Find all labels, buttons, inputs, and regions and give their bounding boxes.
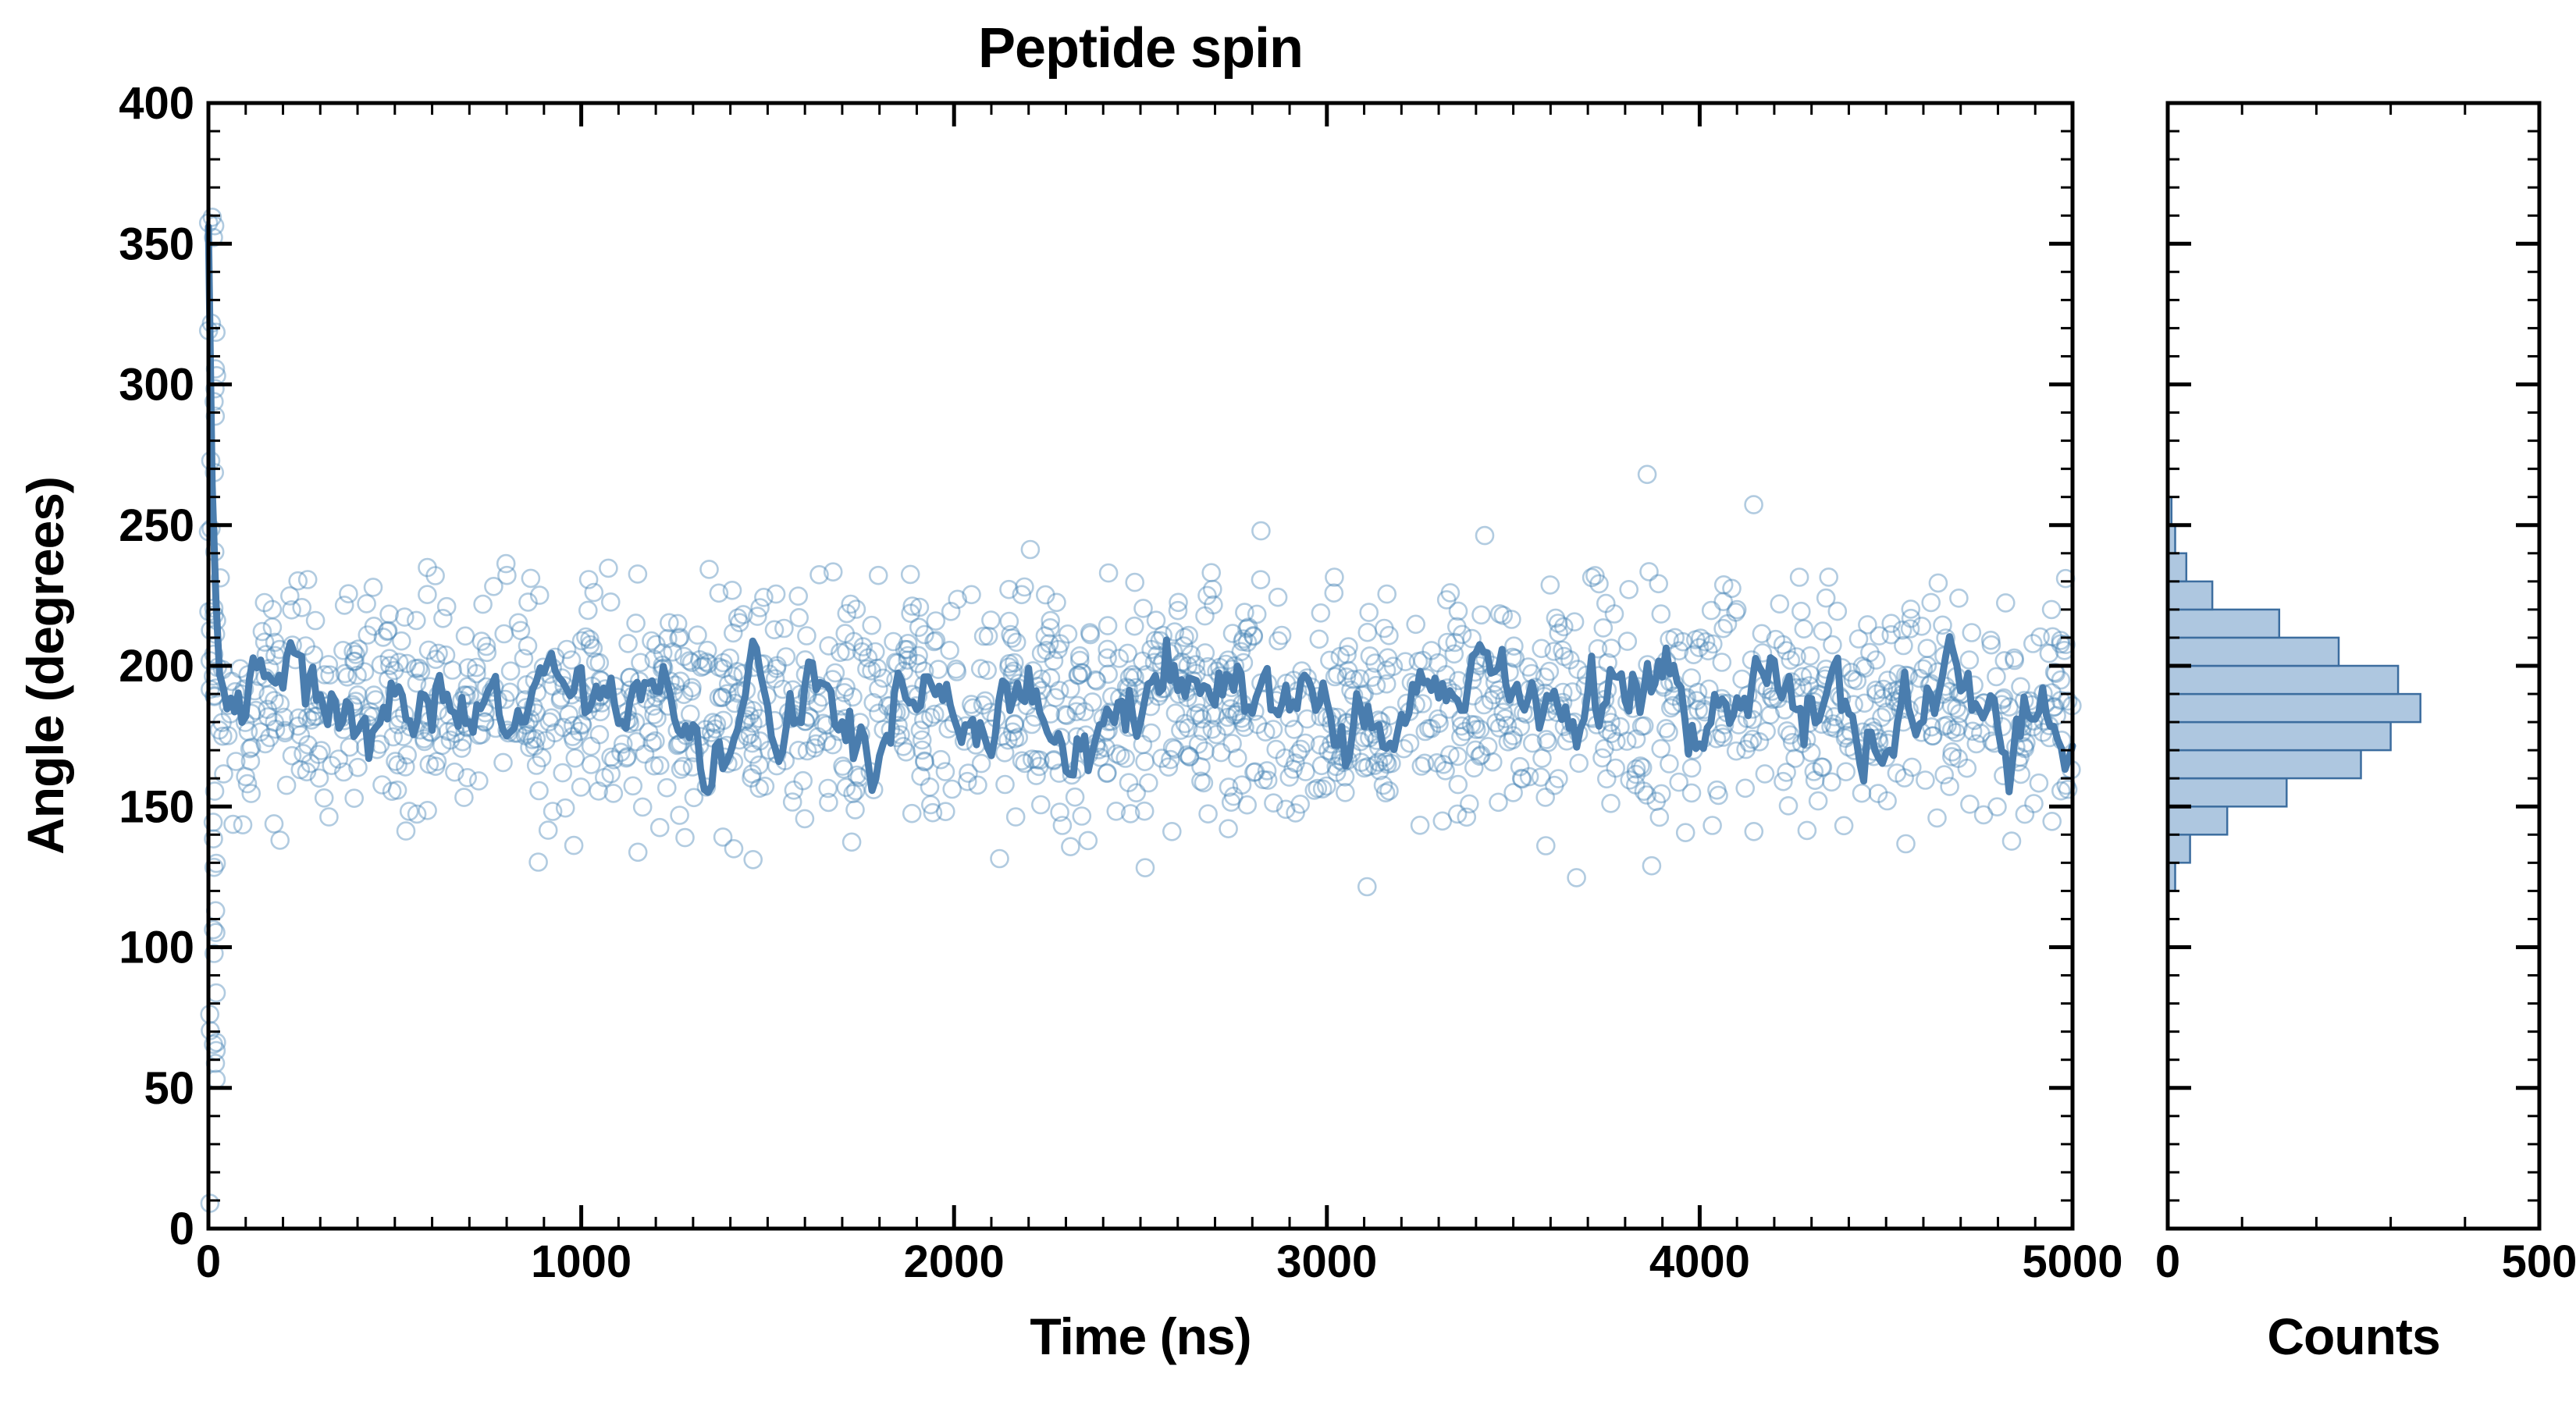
mean-line — [205, 223, 2076, 796]
plot-spines — [206, 101, 2075, 1231]
y-tick-label: 300 — [119, 360, 194, 411]
histogram-bar — [2166, 608, 2281, 639]
x-tick-label: 500 — [2502, 1236, 2576, 1287]
y-tick-label: 0 — [169, 1204, 194, 1254]
y-tick-label: 150 — [119, 781, 194, 832]
chart-title: Peptide spin — [977, 17, 1304, 80]
histogram-bar — [2166, 636, 2340, 667]
y-tick-label: 400 — [119, 78, 194, 129]
x-tick-label: 0 — [196, 1236, 221, 1287]
y-tick-label: 100 — [119, 923, 194, 973]
x-tick-label: 4000 — [1649, 1236, 1750, 1287]
x-tick-label: 5000 — [2022, 1236, 2122, 1287]
histogram-bar — [2166, 749, 2362, 780]
y-tick-label: 250 — [119, 500, 194, 551]
x-tick-label: 1000 — [531, 1236, 632, 1287]
y-tick-label: 350 — [119, 219, 194, 269]
histogram-bar — [2166, 720, 2392, 752]
x-tick-label: 2000 — [904, 1236, 1005, 1287]
histogram-bar — [2166, 580, 2214, 611]
x-axis-label-counts: Counts — [2267, 1307, 2440, 1365]
y-tick-label: 200 — [119, 641, 194, 692]
plot-spines — [2165, 101, 2542, 1231]
histogram-bar — [2166, 777, 2288, 808]
x-tick-label: 3000 — [1276, 1236, 1377, 1287]
y-tick-label: 50 — [144, 1063, 194, 1114]
histogram-bar — [2166, 834, 2191, 864]
histogram-bars — [2166, 496, 2421, 892]
y-axis-label-angle: Angle (degrees) — [16, 477, 74, 855]
histogram-bar — [2166, 806, 2229, 836]
histogram-bar — [2166, 552, 2188, 583]
axes: 0 1000 2000 3000 4000 5000 0 50 100 150 200 250 300 3… — [119, 78, 2122, 1287]
histogram-bar — [2166, 692, 2421, 724]
histogram-bar — [2166, 664, 2400, 695]
x-axis-label-time: Time (ns) — [1030, 1307, 1251, 1365]
x-tick-label: 0 — [2155, 1236, 2180, 1287]
axes: 0 500 — [2155, 101, 2576, 1287]
